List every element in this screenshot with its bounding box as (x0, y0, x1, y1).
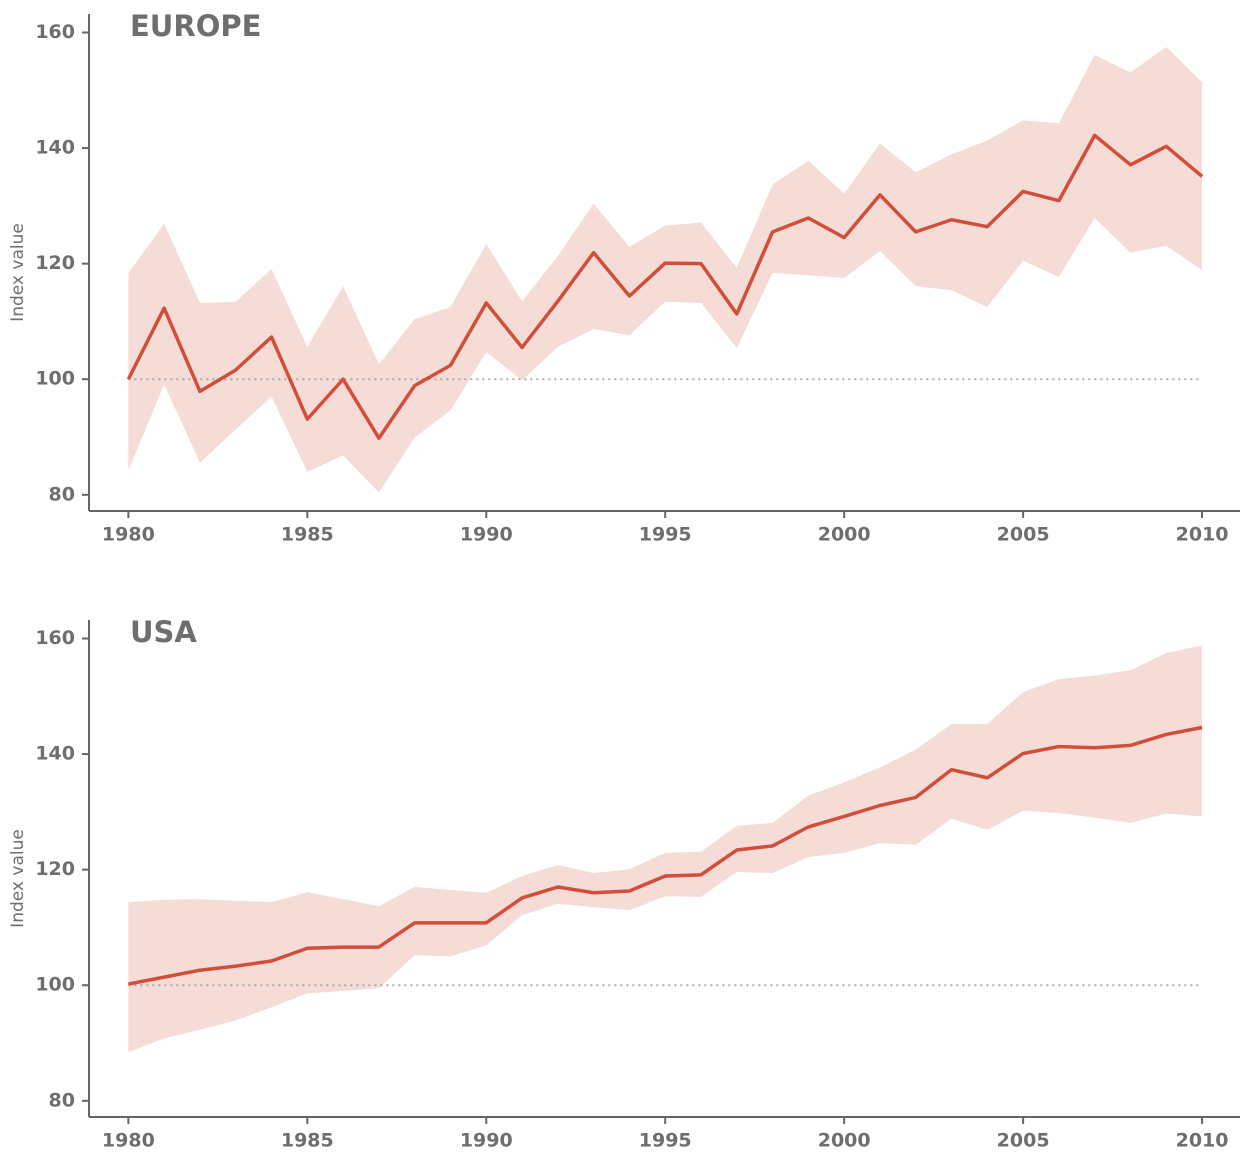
x-tick-label: 2000 (818, 524, 871, 546)
y-tick-label: 100 (35, 368, 75, 390)
x-tick-label: 1980 (102, 524, 155, 546)
y-tick-label: 140 (35, 137, 75, 159)
x-tick-label: 1990 (460, 524, 513, 546)
y-tick-label: 80 (49, 1089, 75, 1111)
y-axis-label: Index value (8, 829, 28, 928)
x-tick-label: 2010 (1176, 1130, 1229, 1152)
y-tick-label: 100 (35, 974, 75, 996)
y-tick-label: 120 (35, 252, 75, 274)
confidence-band (128, 645, 1203, 1053)
x-tick-label: 1985 (281, 524, 334, 546)
chart-title: EUROPE (130, 9, 261, 43)
y-tick-label: 120 (35, 858, 75, 880)
x-tick-label: 2000 (818, 1130, 871, 1152)
x-tick-label: 2010 (1176, 524, 1229, 546)
y-tick-label: 80 (49, 483, 75, 505)
y-tick-label: 160 (35, 21, 75, 43)
y-axis-label: Index value (8, 223, 28, 322)
x-tick-label: 1995 (639, 1130, 692, 1152)
x-tick-label: 1980 (102, 1130, 155, 1152)
index-line (126, 133, 1204, 440)
x-tick-label: 1990 (460, 1130, 513, 1152)
index-line (128, 725, 1203, 986)
confidence-band (128, 46, 1203, 493)
x-tick-label: 2005 (997, 524, 1050, 546)
y-tick-label: 140 (35, 743, 75, 765)
x-tick-label: 2005 (997, 1130, 1050, 1152)
y-tick-label: 160 (35, 627, 75, 649)
x-tick-label: 1985 (281, 1130, 334, 1152)
x-tick-label: 1995 (639, 524, 692, 546)
chart-title: USA (130, 615, 197, 649)
